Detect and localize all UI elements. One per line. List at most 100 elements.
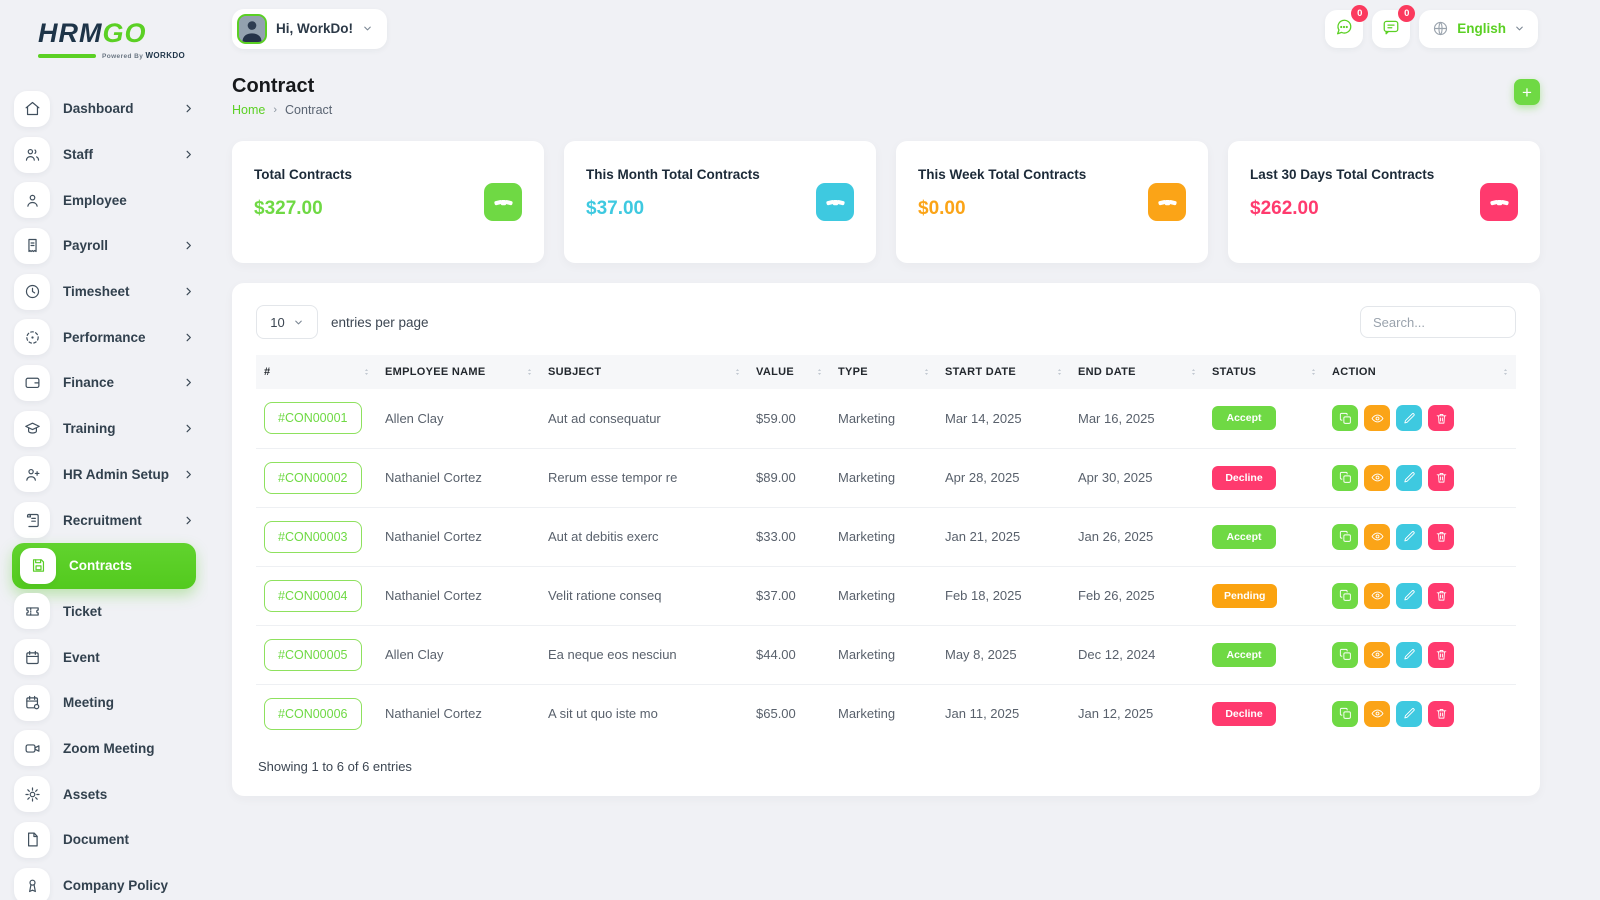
column-header[interactable]: END DATE — [1070, 355, 1204, 389]
chevron-right-icon — [183, 240, 194, 251]
stat-label: Last 30 Days Total Contracts — [1250, 167, 1435, 182]
eye-button[interactable] — [1364, 641, 1390, 668]
contract-id-link[interactable]: #CON00004 — [264, 579, 362, 612]
contract-id-link[interactable]: #CON00006 — [264, 697, 362, 730]
delete-button[interactable] — [1428, 700, 1454, 727]
sidebar-item-label: Contracts — [69, 558, 133, 574]
employee-name-cell: Nathaniel Cortez — [377, 447, 540, 507]
edit-button[interactable] — [1396, 641, 1422, 668]
status-badge[interactable]: Accept — [1212, 524, 1276, 549]
actions-cell — [1324, 624, 1516, 684]
column-header[interactable]: SUBJECT — [540, 355, 748, 389]
sidebar-item-company-policy[interactable]: Company Policy — [0, 863, 208, 900]
stat-value: $262.00 — [1250, 198, 1319, 219]
edit-button[interactable] — [1396, 523, 1422, 550]
delete-icon — [1435, 471, 1448, 484]
table-row: #CON00006 Nathaniel Cortez A sit ut quo … — [256, 683, 1516, 743]
sort-icon — [815, 368, 824, 377]
column-header[interactable]: # — [256, 355, 377, 389]
column-header[interactable]: VALUE — [748, 355, 830, 389]
status-badge[interactable]: Decline — [1212, 465, 1276, 490]
status-badge[interactable]: Accept — [1212, 642, 1276, 667]
sidebar-item-performance[interactable]: Performance — [0, 314, 208, 360]
eye-button[interactable] — [1364, 464, 1390, 491]
breadcrumb-home-link[interactable]: Home — [232, 103, 266, 117]
column-header[interactable]: STATUS — [1204, 355, 1324, 389]
delete-button[interactable] — [1428, 582, 1454, 609]
status-badge[interactable]: Decline — [1212, 701, 1276, 726]
delete-button[interactable] — [1428, 641, 1454, 668]
add-contract-button[interactable]: + — [1514, 79, 1540, 105]
column-header[interactable]: ACTION — [1324, 355, 1516, 389]
contract-id-link[interactable]: #CON00005 — [264, 638, 362, 671]
sidebar-item-label: Payroll — [63, 238, 109, 254]
chat-badge: 0 — [1351, 4, 1369, 22]
sidebar-item-payroll[interactable]: Payroll — [0, 223, 208, 269]
chat-notifications-button[interactable]: 0 — [1325, 4, 1369, 48]
column-header[interactable]: START DATE — [937, 355, 1070, 389]
contract-id-link[interactable]: #CON00001 — [264, 402, 362, 435]
copy-button[interactable] — [1332, 582, 1358, 609]
end-date-cell: Dec 12, 2024 — [1070, 624, 1204, 684]
sidebar-item-finance[interactable]: Finance — [0, 360, 208, 406]
edit-icon — [1403, 589, 1416, 602]
chevron-right-icon — [183, 515, 194, 526]
eye-button[interactable] — [1364, 700, 1390, 727]
copy-icon — [1339, 707, 1352, 720]
sidebar-item-staff[interactable]: Staff — [0, 132, 208, 178]
copy-button[interactable] — [1332, 464, 1358, 491]
sidebar-item-timesheet[interactable]: Timesheet — [0, 269, 208, 315]
search-input[interactable] — [1360, 306, 1516, 338]
edit-button[interactable] — [1396, 464, 1422, 491]
entries-per-page-label: entries per page — [331, 314, 429, 330]
sidebar-item-contracts[interactable]: Contracts — [12, 542, 196, 589]
eye-icon — [1371, 589, 1384, 602]
eye-button[interactable] — [1364, 582, 1390, 609]
sidebar-item-dashboard[interactable]: Dashboard — [0, 86, 208, 132]
eye-button[interactable] — [1364, 405, 1390, 432]
topbar: Hi, WorkDo! 0 0 Engli — [208, 0, 1600, 57]
delete-button[interactable] — [1428, 523, 1454, 550]
sidebar-item-assets[interactable]: Assets — [0, 771, 208, 817]
contract-id-link[interactable]: #CON00003 — [264, 520, 362, 553]
delete-button[interactable] — [1428, 464, 1454, 491]
eye-icon — [1371, 471, 1384, 484]
sidebar-item-event[interactable]: Event — [0, 634, 208, 680]
sidebar-item-meeting[interactable]: Meeting — [0, 680, 208, 726]
sidebar-item-training[interactable]: Training — [0, 406, 208, 452]
edit-button[interactable] — [1396, 700, 1422, 727]
stat-label: This Week Total Contracts — [918, 167, 1087, 182]
actions-cell — [1324, 506, 1516, 566]
delete-icon — [1435, 530, 1448, 543]
eye-button[interactable] — [1364, 523, 1390, 550]
language-selector[interactable]: English — [1419, 9, 1538, 48]
sidebar-item-recruitment[interactable]: Recruitment — [0, 497, 208, 543]
delete-button[interactable] — [1428, 405, 1454, 432]
contract-id-link[interactable]: #CON00002 — [264, 461, 362, 494]
brand-logo[interactable]: HRMGO Powered By WORKDO — [0, 10, 208, 60]
copy-button[interactable] — [1332, 405, 1358, 432]
edit-button[interactable] — [1396, 405, 1422, 432]
column-header[interactable]: EMPLOYEE NAME — [377, 355, 540, 389]
status-badge[interactable]: Pending — [1212, 583, 1278, 608]
copy-button[interactable] — [1332, 641, 1358, 668]
message-badge: 0 — [1398, 4, 1416, 22]
user-menu[interactable]: Hi, WorkDo! — [232, 8, 387, 49]
copy-button[interactable] — [1332, 523, 1358, 550]
end-date-cell: Mar 16, 2025 — [1078, 410, 1155, 426]
sidebar-item-label: Meeting — [63, 695, 115, 711]
message-notifications-button[interactable]: 0 — [1372, 4, 1416, 48]
copy-button[interactable] — [1332, 700, 1358, 727]
sidebar-item-hr-admin-setup[interactable]: HR Admin Setup — [0, 452, 208, 498]
chevron-down-icon — [1514, 23, 1525, 34]
sidebar-item-ticket[interactable]: Ticket — [0, 589, 208, 635]
entries-per-page-select[interactable]: 10 — [256, 305, 318, 339]
sidebar-item-employee[interactable]: Employee — [0, 177, 208, 223]
status-badge[interactable]: Accept — [1212, 406, 1276, 431]
file-icon — [14, 821, 50, 858]
sidebar-item-zoom-meeting[interactable]: Zoom Meeting — [0, 726, 208, 772]
edit-button[interactable] — [1396, 582, 1422, 609]
value-cell: $59.00 — [756, 410, 796, 426]
column-header[interactable]: TYPE — [830, 355, 937, 389]
sidebar-item-document[interactable]: Document — [0, 817, 208, 863]
